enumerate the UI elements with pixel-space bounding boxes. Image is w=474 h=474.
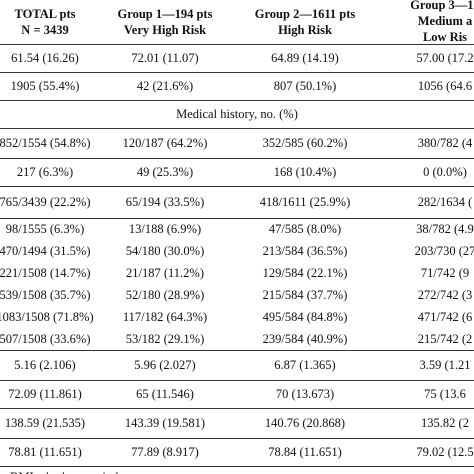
- table-cell: 61.54 (16.26): [11, 50, 79, 65]
- header-line: TOTAL pts: [14, 7, 76, 21]
- header-line: N = 3439: [21, 23, 69, 37]
- rule: [0, 44, 474, 45]
- table-cell: 49 (25.3%): [136, 164, 194, 179]
- table-cell: 215/742 (2: [417, 331, 473, 346]
- header-line: Group 1—194 pts: [117, 7, 213, 21]
- table-cell: 239/584 (40.9%): [262, 331, 348, 346]
- table-cell: 1056 (64.6: [417, 78, 473, 93]
- table-cell: 1083/1508 (71.8%): [0, 309, 94, 324]
- footnote: BMI—body mass index.: [10, 468, 133, 474]
- header-line: Group 2—1611 pts: [254, 7, 356, 21]
- table-cell: 282/1634 (: [417, 194, 473, 209]
- header-line: Very High Risk: [123, 23, 207, 37]
- header-cell: Group 1—194 pts Very High Risk: [100, 0, 230, 44]
- table-cell: 272/742 (3: [417, 287, 473, 302]
- header-cell: TOTAL pts N = 3439: [0, 0, 100, 44]
- table-cell: 221/1508 (14.7%): [0, 265, 91, 280]
- table-cell: 807 (50.1%): [273, 78, 337, 93]
- table-cell: 5.16 (2.106): [14, 357, 76, 372]
- rule: [0, 350, 474, 351]
- table-cell: 13/188 (6.9%): [128, 221, 202, 236]
- rule: [0, 408, 474, 409]
- rule: [0, 100, 474, 101]
- header-line: Group 3—16: [410, 0, 474, 12]
- table-cell: 65 (11.546): [136, 386, 194, 401]
- rule: [0, 158, 474, 159]
- table-cell: 470/1494 (31.5%): [0, 243, 91, 258]
- table-cell: 72.09 (11.861): [8, 386, 82, 401]
- table-cell: 6.87 (1.365): [274, 357, 336, 372]
- section-label: Medical history, no. (%): [176, 106, 298, 121]
- table-cell: 213/584 (36.5%): [262, 243, 348, 258]
- header-line: High Risk: [278, 23, 332, 37]
- table-cell: 203/730 (27: [414, 243, 474, 258]
- rule: [0, 128, 474, 129]
- header-cell: Group 2—1611 pts High Risk: [230, 0, 380, 44]
- table-cell: 135.82 (2: [421, 415, 469, 430]
- table-cell: 72.01 (11.07): [131, 50, 199, 65]
- rule: [0, 380, 474, 381]
- table-cell: 507/1508 (33.6%): [0, 331, 91, 346]
- table-cell: 120/187 (64.2%): [122, 135, 208, 150]
- table-cell: 471/742 (6: [417, 309, 473, 324]
- table-cell: 71/742 (9: [420, 265, 470, 280]
- rule: [0, 466, 474, 467]
- rule: [0, 72, 474, 73]
- table-cell: 217 (6.3%): [16, 164, 74, 179]
- table-cell: 129/584 (22.1%): [262, 265, 348, 280]
- table-cell: 215/584 (37.7%): [262, 287, 348, 302]
- table-cell: 65/194 (33.5%): [125, 194, 205, 209]
- table-cell: 380/782 (4: [417, 135, 473, 150]
- table-cell: 5.96 (2.027): [134, 357, 196, 372]
- table-cell: 78.84 (11.651): [268, 444, 342, 459]
- table-cell: 495/584 (84.8%): [262, 309, 348, 324]
- table-cell: 138.59 (21.535): [4, 415, 86, 430]
- table-cell: 52/180 (28.9%): [125, 287, 205, 302]
- table-cell: 539/1508 (35.7%): [0, 287, 91, 302]
- table-cell: 765/3439 (22.2%): [0, 194, 91, 209]
- header-line: Medium a: [417, 14, 473, 28]
- table-cell: 57.00 (17.2: [416, 50, 474, 65]
- table-cell: 75 (13.6: [424, 386, 466, 401]
- rule: [0, 218, 474, 219]
- rule: [0, 186, 474, 187]
- table-cell: 53/182 (29.1%): [125, 331, 205, 346]
- table-cell: 117/182 (64.3%): [122, 309, 208, 324]
- table-cell: 78.81 (11.651): [8, 444, 82, 459]
- table-cell: 3.59 (1.21: [419, 357, 471, 372]
- table-cell: 168 (10.4%): [273, 164, 337, 179]
- table-cell: 38/782 (4.9: [416, 221, 474, 236]
- table-cell: 852/1554 (54.8%): [0, 135, 91, 150]
- table-cell: 79.02 (12.5: [416, 444, 474, 459]
- table-cell: 64.89 (14.19): [271, 50, 339, 65]
- table-cell: 0 (0.0%): [423, 164, 467, 179]
- table-cell: 70 (13.673): [275, 386, 335, 401]
- table-cell: 77.89 (8.917): [131, 444, 199, 459]
- table-cell: 54/180 (30.0%): [125, 243, 205, 258]
- table-cell: 352/585 (60.2%): [262, 135, 348, 150]
- table-cell: 21/187 (11.2%): [126, 265, 204, 280]
- rule: [0, 438, 474, 439]
- header-cell: Group 3—16 Medium a Low Ris: [380, 0, 474, 46]
- table-cell: 418/1611 (25.9%): [259, 194, 351, 209]
- table-cell: 98/1555 (6.3%): [5, 221, 85, 236]
- table-cell: 1905 (55.4%): [10, 78, 80, 93]
- table-cell: 42 (21.6%): [136, 78, 194, 93]
- table-cell: 143.39 (19.581): [124, 415, 206, 430]
- header-line: Low Ris: [422, 30, 468, 44]
- table-cell: 47/585 (8.0%): [268, 221, 342, 236]
- table-cell: 140.76 (20.868): [264, 415, 346, 430]
